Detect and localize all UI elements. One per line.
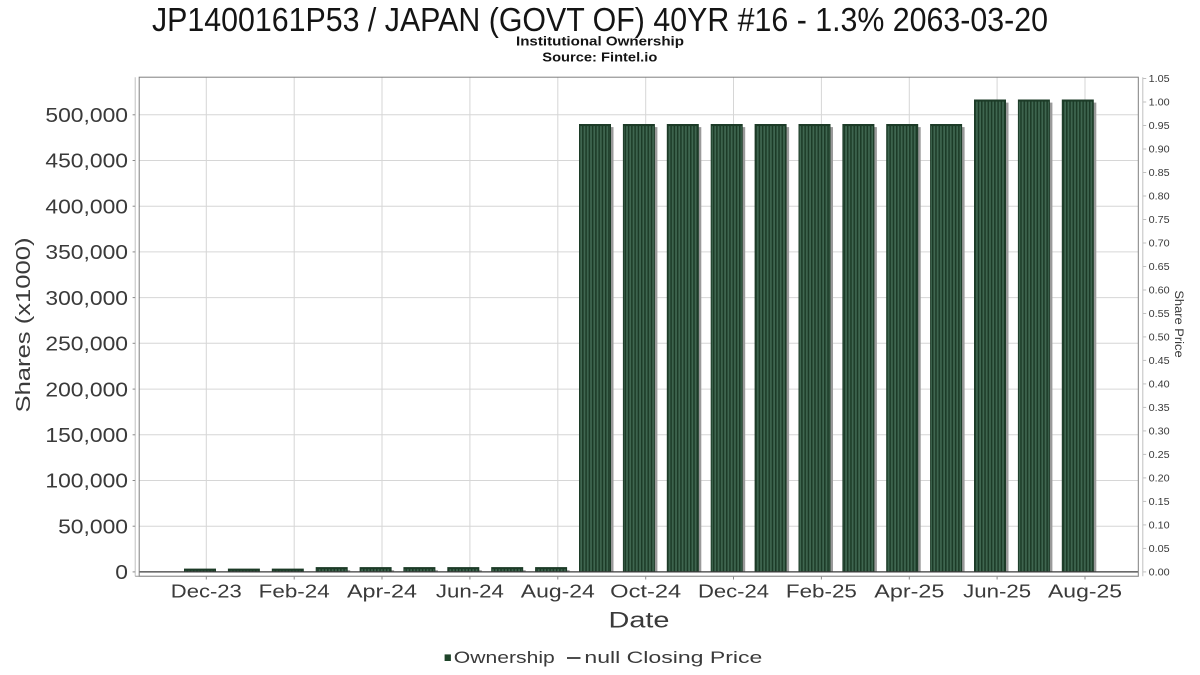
svg-text:Feb-25: Feb-25 (786, 582, 857, 602)
svg-text:Date: Date (609, 608, 670, 633)
svg-text:Feb-24: Feb-24 (259, 582, 330, 602)
svg-text:null Closing Price: null Closing Price (584, 649, 762, 667)
svg-text:1.00: 1.00 (1149, 98, 1170, 109)
svg-text:0.20: 0.20 (1149, 474, 1170, 485)
svg-text:0.90: 0.90 (1149, 145, 1170, 156)
svg-text:Apr-25: Apr-25 (874, 582, 944, 602)
svg-text:0.05: 0.05 (1149, 544, 1170, 555)
svg-text:0.55: 0.55 (1149, 309, 1170, 320)
svg-text:Institutional Ownership: Institutional Ownership (516, 35, 684, 49)
svg-text:Jun-25: Jun-25 (963, 582, 1031, 602)
svg-text:0.60: 0.60 (1149, 286, 1170, 297)
svg-text:350,000: 350,000 (45, 242, 128, 264)
svg-text:Shares (x1000): Shares (x1000) (13, 238, 35, 413)
svg-text:100,000: 100,000 (45, 471, 128, 493)
svg-text:0.85: 0.85 (1149, 168, 1170, 179)
svg-text:Dec-24: Dec-24 (698, 582, 769, 602)
svg-text:0.70: 0.70 (1149, 239, 1170, 250)
svg-text:250,000: 250,000 (45, 334, 128, 356)
svg-text:0.00: 0.00 (1149, 568, 1170, 579)
svg-text:50,000: 50,000 (58, 516, 128, 538)
svg-text:0.25: 0.25 (1149, 450, 1170, 461)
svg-text:Dec-23: Dec-23 (171, 582, 242, 602)
svg-text:300,000: 300,000 (45, 288, 128, 310)
svg-text:400,000: 400,000 (45, 196, 128, 218)
svg-text:0.80: 0.80 (1149, 192, 1170, 203)
svg-text:JP1400161P53 / JAPAN (GOVT OF): JP1400161P53 / JAPAN (GOVT OF) 40YR #16 … (152, 1, 1048, 38)
svg-text:Aug-24: Aug-24 (521, 582, 595, 602)
svg-text:500,000: 500,000 (45, 105, 128, 127)
svg-text:150,000: 150,000 (45, 425, 128, 447)
svg-text:0.50: 0.50 (1149, 333, 1170, 344)
svg-text:Source: Fintel.io: Source: Fintel.io (542, 51, 657, 65)
svg-text:0.35: 0.35 (1149, 403, 1170, 414)
svg-text:Apr-24: Apr-24 (347, 582, 417, 602)
svg-text:0.75: 0.75 (1149, 215, 1170, 226)
svg-text:1.05: 1.05 (1149, 74, 1170, 85)
svg-text:0: 0 (115, 562, 128, 584)
svg-text:200,000: 200,000 (45, 379, 128, 401)
svg-text:Aug-25: Aug-25 (1048, 582, 1122, 602)
svg-text:450,000: 450,000 (45, 151, 128, 173)
svg-text:0.30: 0.30 (1149, 427, 1170, 438)
svg-text:Jun-24: Jun-24 (436, 582, 504, 602)
svg-text:0.95: 0.95 (1149, 121, 1170, 132)
svg-text:0.40: 0.40 (1149, 380, 1170, 391)
svg-text:Oct-24: Oct-24 (610, 582, 681, 602)
svg-text:0.15: 0.15 (1149, 497, 1170, 508)
svg-text:0.65: 0.65 (1149, 262, 1170, 273)
svg-text:0.45: 0.45 (1149, 356, 1170, 367)
svg-text:Share Price: Share Price (1172, 290, 1184, 357)
svg-text:0.10: 0.10 (1149, 521, 1170, 532)
svg-text:Ownership: Ownership (454, 649, 555, 667)
